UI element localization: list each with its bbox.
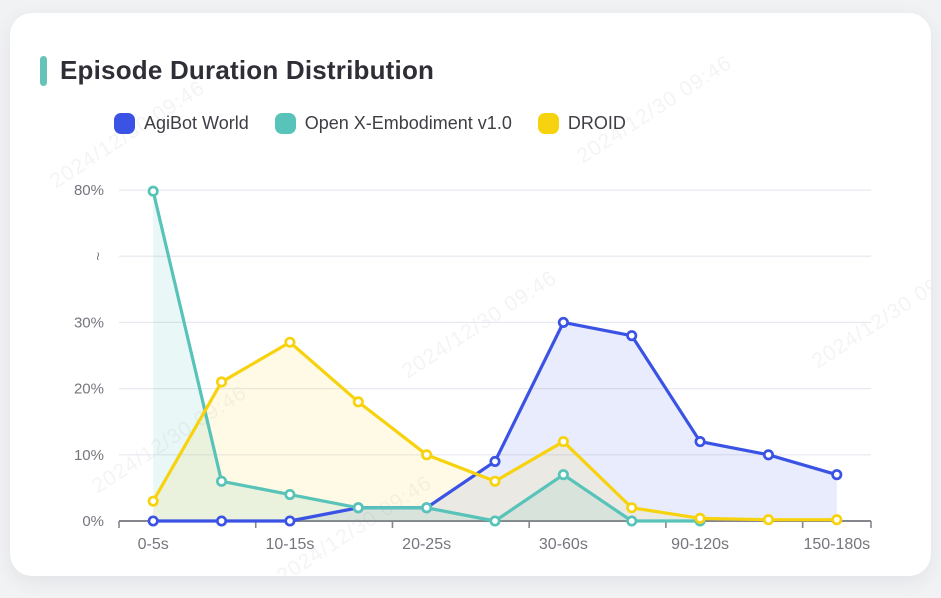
data-point-droid[interactable]	[284, 336, 296, 348]
data-point-droid[interactable]	[147, 495, 159, 507]
data-point-agibot-world[interactable]	[626, 330, 638, 342]
data-point-agibot-world[interactable]	[489, 455, 501, 467]
data-point-open-x-embodiment-v1-0[interactable]	[352, 502, 364, 514]
legend-swatch-open-x-embodiment	[274, 113, 296, 134]
legend-item-droid[interactable]: DROID	[537, 113, 626, 134]
chart-title: Episode Duration Distribution	[60, 55, 435, 85]
data-point-droid[interactable]	[215, 376, 228, 388]
x-axis-label: 20-25s	[402, 536, 451, 553]
chart-card: 2024/12/30 09:46 2024/12/30 09:46 2024/1…	[10, 13, 931, 576]
legend-item-open-x-embodiment[interactable]: Open X-Embodiment v1.0	[274, 113, 512, 134]
data-point-open-x-embodiment-v1-0[interactable]	[557, 469, 569, 481]
data-point-droid[interactable]	[489, 475, 501, 487]
legend-label-open-x-embodiment: Open X-Embodiment v1.0	[304, 113, 512, 133]
data-point-droid[interactable]	[626, 502, 638, 514]
episode-duration-line-chart[interactable]: 0% 10% 20% 30% ~80% 0-5s 10-15s 20-25s 30-60s 90-…	[10, 13, 931, 576]
data-point-open-x-embodiment-v1-0[interactable]	[421, 502, 433, 514]
data-point-droid[interactable]	[694, 512, 706, 524]
legend-swatch-droid	[537, 113, 559, 134]
data-point-open-x-embodiment-v1-0[interactable]	[489, 515, 501, 527]
title-accent-bar	[40, 55, 47, 86]
data-point-agibot-world[interactable]	[557, 316, 569, 328]
data-point-droid[interactable]	[352, 396, 364, 408]
y-axis-label: 30%	[74, 314, 104, 331]
y-axis-label: 80%	[74, 182, 104, 199]
chart-legend: AgiBot World Open X-Embodiment v1.0 DROI…	[114, 113, 626, 134]
legend-label-agibot-world: AgiBot World	[144, 113, 249, 133]
series-area-open-x-embodiment-v1-0	[153, 191, 701, 521]
series-area-agibot-world	[153, 322, 837, 521]
data-point-droid[interactable]	[762, 514, 775, 526]
y-axis-break-symbol: ~	[89, 252, 106, 261]
data-point-droid[interactable]	[831, 514, 843, 526]
x-axis-label: 150-180s	[803, 536, 870, 553]
data-point-open-x-embodiment-v1-0[interactable]	[284, 488, 296, 501]
data-point-droid[interactable]	[557, 436, 569, 448]
x-axis-label: 90-120s	[671, 536, 729, 553]
data-point-agibot-world[interactable]	[284, 515, 296, 527]
data-point-open-x-embodiment-v1-0[interactable]	[147, 185, 159, 197]
data-point-droid[interactable]	[421, 449, 433, 461]
chart-header: Episode Duration Distribution	[40, 55, 434, 86]
x-axis-label: 10-15s	[265, 536, 314, 553]
data-point-open-x-embodiment-v1-0[interactable]	[215, 475, 228, 487]
data-point-open-x-embodiment-v1-0[interactable]	[626, 515, 638, 527]
legend-label-droid: DROID	[567, 113, 626, 133]
data-point-agibot-world[interactable]	[147, 515, 159, 527]
y-axis-label: 0%	[82, 513, 104, 530]
legend-swatch-agibot-world	[114, 113, 135, 134]
legend-item-agibot-world[interactable]: AgiBot World	[114, 113, 249, 134]
y-axis-label: 20%	[74, 381, 104, 398]
data-point-agibot-world[interactable]	[831, 469, 843, 481]
x-axis-label: 30-60s	[539, 536, 588, 553]
data-point-agibot-world[interactable]	[762, 449, 775, 461]
series-area-droid	[153, 342, 837, 521]
y-axis-label: 10%	[74, 447, 104, 464]
x-axis-label: 0-5s	[138, 536, 169, 553]
data-point-agibot-world[interactable]	[215, 515, 228, 527]
data-point-agibot-world[interactable]	[694, 436, 706, 448]
